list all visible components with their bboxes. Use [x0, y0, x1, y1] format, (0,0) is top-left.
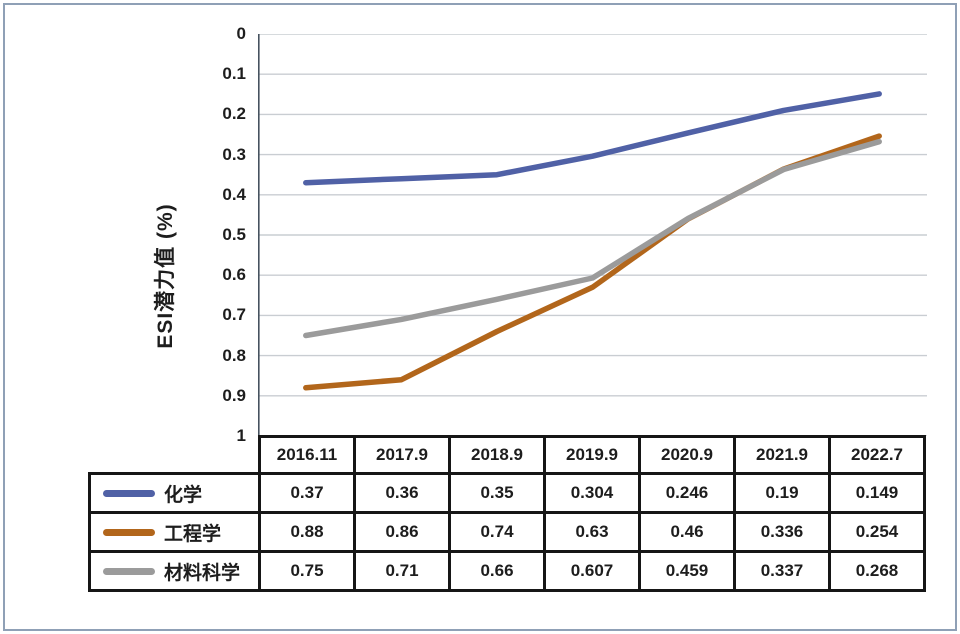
series-line-materials: [303, 138, 882, 339]
table-value-cell: 0.36: [356, 475, 448, 511]
y-axis-tick-label: 0.7: [222, 305, 246, 325]
chemistry-line-swatch-icon: [103, 489, 155, 497]
table-value-cell: 0.254: [831, 514, 923, 550]
table-value-cell: 0.337: [736, 553, 828, 589]
table-value-cell: 0.304: [546, 475, 638, 511]
table-value-cell: 0.46: [641, 514, 733, 550]
engineering-line-swatch-icon: [103, 528, 155, 536]
table-value-cell: 0.88: [261, 514, 353, 550]
data-table-header: 2016.11 2017.9 2018.9 2019.9 2020.9 2021…: [258, 435, 926, 475]
table-value-cell: 0.149: [831, 475, 923, 511]
y-axis-tick-label: 0.1: [222, 64, 246, 84]
table-value-cell: 0.75: [261, 553, 353, 589]
series-line-chemistry: [303, 91, 882, 186]
data-table-body: 化学 0.37 0.36 0.35 0.304 0.246 0.19 0.149…: [88, 472, 926, 592]
table-value-cell: 0.66: [451, 553, 543, 589]
table-value-cell: 0.607: [546, 553, 638, 589]
table-value-cell: 0.19: [736, 475, 828, 511]
y-axis-tick-label: 0.9: [222, 385, 246, 405]
materials-line-swatch-icon: [103, 567, 155, 575]
y-axis-tick-label: 0: [236, 24, 246, 43]
table-header-cell: 2020.9: [641, 438, 733, 472]
legend-item-engineering: 工程学: [91, 514, 258, 550]
table-value-cell: 0.86: [356, 514, 448, 550]
table-header-cell: 2017.9: [356, 438, 448, 472]
table-header-cell: 2016.11: [261, 438, 353, 472]
legend-label: 工程学: [164, 523, 222, 545]
table-value-cell: 0.37: [261, 475, 353, 511]
y-axis-tick-label: 0.3: [222, 144, 246, 164]
line-chart-plot: [258, 34, 927, 436]
table-value-cell: 0.336: [736, 514, 828, 550]
legend-label: 化学: [164, 484, 203, 506]
legend-item-chemistry: 化学: [91, 475, 258, 511]
table-header-cell: 2022.7: [831, 438, 923, 472]
y-axis-tick-label: 0.8: [222, 345, 246, 365]
y-axis-tick-label: 0.4: [222, 184, 246, 204]
table-value-cell: 0.268: [831, 553, 923, 589]
legend-label: 材料科学: [164, 562, 241, 584]
y-axis-tick-label: 0.5: [222, 225, 246, 244]
table-header-cell: 2018.9: [451, 438, 543, 472]
table-header-cell: 2019.9: [546, 438, 638, 472]
legend-item-materials: 材料科学: [91, 553, 258, 589]
y-axis-tick-label: 1: [236, 426, 246, 445]
table-header-cell: 2021.9: [736, 438, 828, 472]
series-line-engineering: [303, 133, 882, 391]
y-axis-tick-label: 0.2: [222, 104, 246, 124]
table-value-cell: 0.74: [451, 514, 543, 550]
table-value-cell: 0.459: [641, 553, 733, 589]
table-value-cell: 0.246: [641, 475, 733, 511]
y-axis-title: ESI潜力值 (%): [154, 203, 177, 349]
table-value-cell: 0.71: [356, 553, 448, 589]
y-axis-tick-label: 0.6: [222, 265, 246, 285]
table-value-cell: 0.35: [451, 475, 543, 511]
table-value-cell: 0.63: [546, 514, 638, 550]
